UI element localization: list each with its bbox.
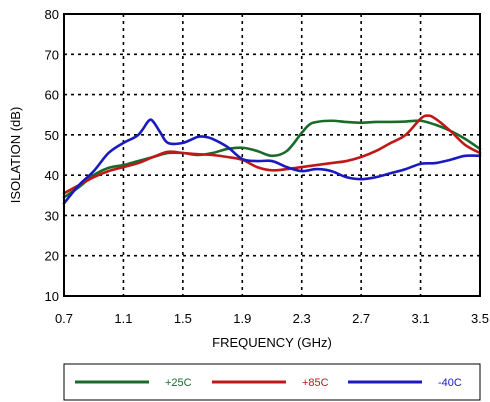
x-tick-label: 2.3 — [293, 311, 311, 326]
y-tick-label: 40 — [45, 168, 59, 183]
x-tick-label: 0.7 — [55, 311, 73, 326]
legend-label: -40C — [438, 377, 462, 389]
y-tick-labels: 10 20 30 40 50 60 70 80 — [45, 7, 59, 304]
y-tick-label: 60 — [45, 88, 59, 103]
y-tick-label: 20 — [45, 249, 59, 264]
legend-box — [63, 363, 481, 401]
series-lines — [62, 114, 482, 205]
grid-lines — [64, 14, 480, 296]
x-tick-label: 3.1 — [412, 311, 430, 326]
series-line-25C — [62, 119, 482, 199]
legend-label: +25C — [165, 377, 192, 389]
x-tick-label: 2.7 — [352, 311, 370, 326]
plot-frame — [63, 13, 481, 297]
y-axis-title: ISOLATION (dB) — [8, 107, 23, 204]
x-tick-label: 1.9 — [233, 311, 251, 326]
y-tick-label: 10 — [45, 289, 59, 304]
x-tick-label: 1.5 — [174, 311, 192, 326]
x-axis-title: FREQUENCY (GHz) — [212, 335, 332, 350]
x-tick-label: 1.1 — [114, 311, 132, 326]
x-tick-labels: 0.7 1.1 1.5 1.9 2.3 2.7 3.1 3.5 — [55, 311, 489, 326]
series-line-85C — [62, 114, 482, 195]
legend: +25C +85C -40C — [75, 377, 462, 389]
y-tick-label: 30 — [45, 208, 59, 223]
series-line-40C — [62, 118, 482, 205]
legend-label: +85C — [302, 377, 329, 389]
x-tick-label: 3.5 — [471, 311, 489, 326]
y-tick-label: 70 — [45, 47, 59, 62]
y-tick-label: 50 — [45, 128, 59, 143]
y-tick-label: 80 — [45, 7, 59, 22]
